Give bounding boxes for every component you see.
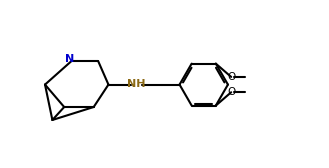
Text: O: O (227, 87, 236, 97)
Text: NH: NH (127, 79, 146, 89)
Text: N: N (65, 54, 75, 64)
Text: O: O (227, 72, 236, 82)
